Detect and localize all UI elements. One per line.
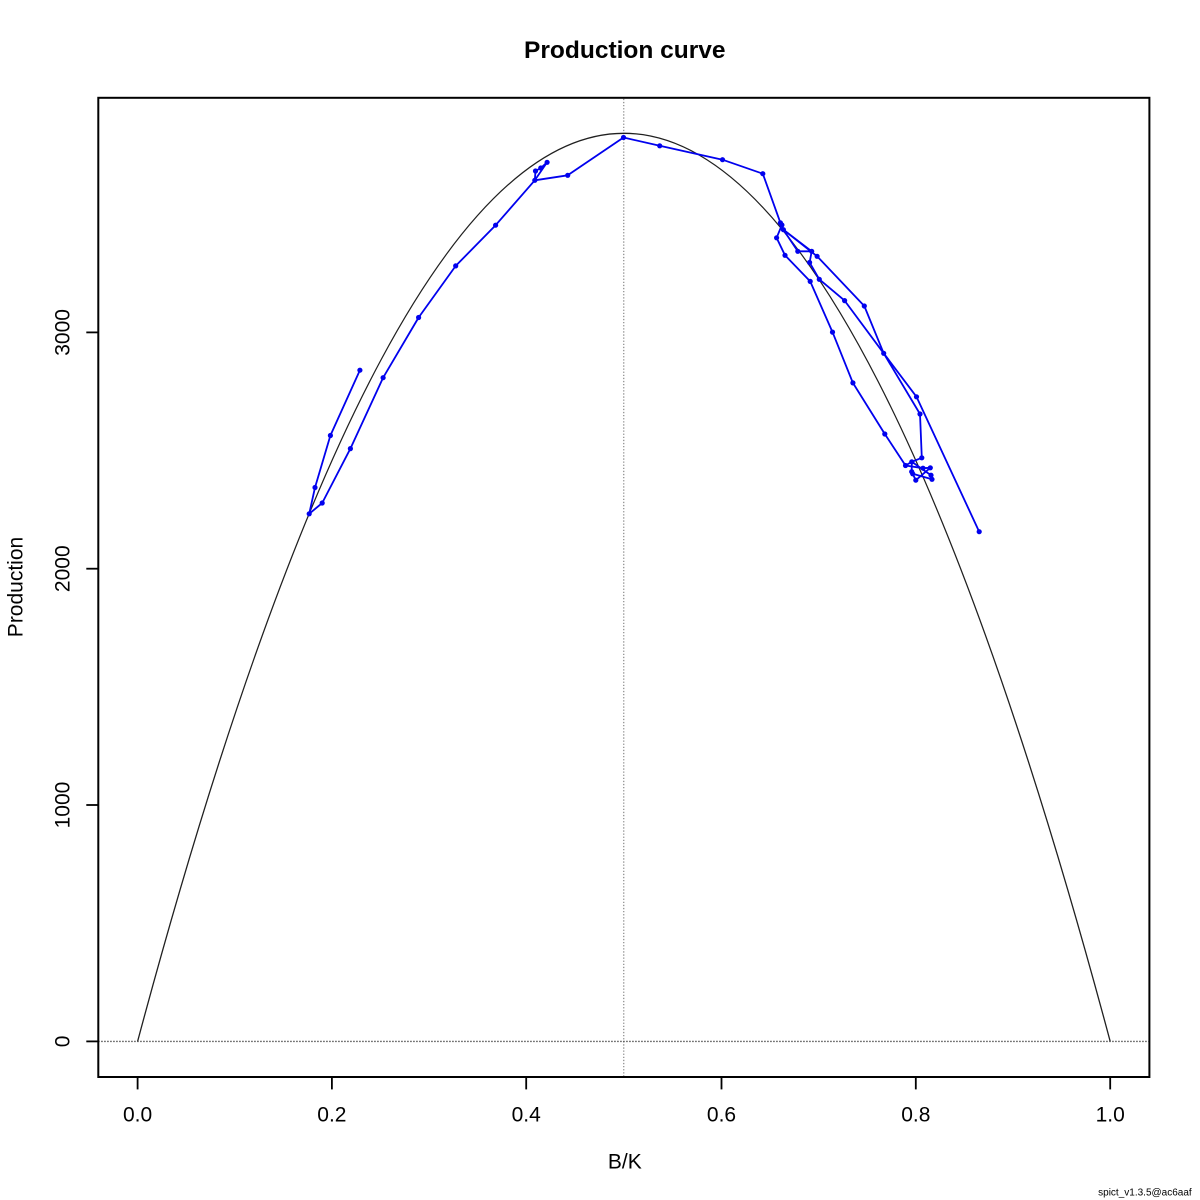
svg-text:0.0: 0.0 (123, 1104, 152, 1127)
svg-text:0.4: 0.4 (512, 1104, 542, 1127)
svg-text:spict_v1.3.5@ac6aaf: spict_v1.3.5@ac6aaf (1098, 1188, 1192, 1199)
svg-text:0.8: 0.8 (901, 1104, 930, 1127)
svg-text:0.2: 0.2 (317, 1104, 346, 1127)
svg-text:1000: 1000 (51, 782, 74, 829)
svg-text:B/K: B/K (608, 1151, 642, 1174)
svg-text:Production curve: Production curve (524, 37, 725, 64)
svg-text:Production: Production (4, 537, 27, 637)
svg-text:1.0: 1.0 (1096, 1104, 1125, 1127)
svg-text:3000: 3000 (51, 309, 74, 356)
svg-text:0: 0 (51, 1036, 74, 1048)
svg-text:0.6: 0.6 (707, 1104, 736, 1127)
svg-text:2000: 2000 (51, 545, 74, 592)
